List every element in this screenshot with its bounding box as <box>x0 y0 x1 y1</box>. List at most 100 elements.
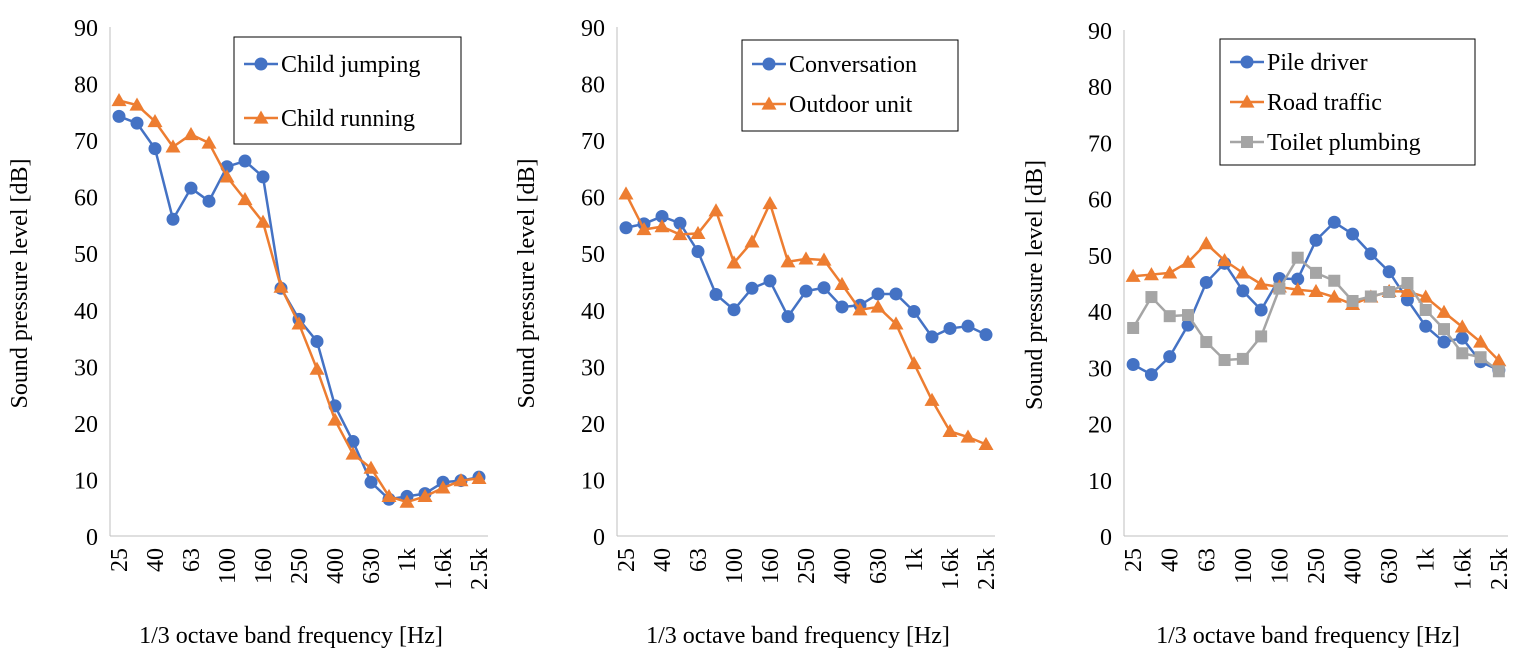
data-point <box>1346 227 1360 241</box>
data-point <box>709 288 723 302</box>
data-point <box>1328 274 1341 287</box>
data-point <box>1454 319 1470 333</box>
data-point <box>1401 277 1414 289</box>
x-tick-label: 400 <box>1341 548 1367 584</box>
data-point <box>148 142 162 156</box>
chart-panel-1: 0 10 20 30 40 50 60 70 80 90 25 40 63 100 160 250 400 630… <box>7 16 493 649</box>
data-point <box>762 195 778 210</box>
data-point <box>1235 265 1251 279</box>
data-point <box>1291 251 1304 264</box>
data-point <box>1455 331 1469 345</box>
x-axis-title: 1/3 octave band frequency [Hz] <box>646 623 950 649</box>
data-point <box>1456 347 1469 360</box>
data-point <box>1144 368 1158 382</box>
data-point <box>1180 254 1196 268</box>
x-tick-label: 100 <box>722 548 748 584</box>
data-point <box>1126 358 1140 372</box>
data-point <box>1309 233 1323 247</box>
data-point <box>745 281 759 295</box>
data-point <box>1291 272 1305 286</box>
x-tick-label: 25 <box>614 548 640 572</box>
series-conversation <box>619 209 993 344</box>
y-tick-label: 20 <box>74 412 98 438</box>
data-point <box>1436 304 1452 318</box>
legend-label: Child running <box>281 106 415 132</box>
legend-swatch-marker <box>1241 136 1253 148</box>
data-point <box>327 412 343 426</box>
data-point <box>1382 265 1396 279</box>
series-line <box>118 115 480 501</box>
data-point <box>799 284 813 298</box>
data-point <box>273 279 289 293</box>
y-tick-label: 0 <box>86 525 98 551</box>
chart-panel-2: 0 10 20 30 40 50 60 70 80 90 25 40 63 100 160 250 400 630… <box>514 16 1000 649</box>
x-tick-label: 160 <box>251 548 277 584</box>
x-tick-label: 2.5k <box>974 548 1000 590</box>
x-tick-label: 63 <box>686 548 712 572</box>
data-point <box>1492 365 1505 378</box>
data-point <box>147 113 163 128</box>
data-point <box>1327 215 1341 229</box>
data-point <box>255 214 271 228</box>
data-point <box>1491 353 1507 367</box>
data-point <box>1199 275 1213 289</box>
x-axis-title: 1/3 octave band frequency [Hz] <box>139 623 443 649</box>
data-point <box>1399 283 1415 298</box>
data-point <box>961 319 975 333</box>
y-tick-label: 90 <box>74 16 98 42</box>
data-point <box>691 245 705 259</box>
legend-swatch-marker <box>762 57 776 71</box>
data-point <box>888 316 904 330</box>
x-tick-label: 25 <box>107 548 133 572</box>
data-point <box>201 135 217 149</box>
series-pile-driver <box>1126 215 1506 382</box>
data-point <box>1163 350 1177 364</box>
data-point <box>1145 291 1158 304</box>
data-point <box>129 97 145 111</box>
x-tick-label: 630 <box>866 548 892 584</box>
data-point <box>942 423 958 437</box>
data-point <box>870 299 886 313</box>
y-tick-label: 30 <box>1088 356 1112 382</box>
data-point <box>1182 309 1194 322</box>
data-point <box>237 191 253 206</box>
data-point <box>363 460 379 474</box>
legend-label: Child jumping <box>281 52 420 78</box>
x-tick-label: 1.6k <box>938 548 964 590</box>
y-tick-label: 80 <box>1088 75 1112 101</box>
data-point <box>1364 290 1377 303</box>
x-tick-label: 2.5k <box>1487 548 1513 590</box>
x-tick-label: 40 <box>143 548 169 572</box>
data-point <box>1253 276 1269 290</box>
data-point <box>763 274 777 288</box>
y-tick-label: 90 <box>581 16 605 42</box>
legend: Child jumping Child running <box>233 36 462 145</box>
data-point <box>907 304 921 318</box>
x-axis-title: 1/3 octave band frequency [Hz] <box>1156 623 1460 649</box>
data-point <box>1125 268 1141 282</box>
data-point <box>726 255 742 269</box>
data-point <box>1473 334 1489 348</box>
data-point <box>219 169 235 183</box>
data-point <box>1218 354 1231 367</box>
data-point <box>345 446 361 460</box>
legend-swatch-marker <box>1239 94 1255 108</box>
y-tick-label: 50 <box>74 242 98 268</box>
data-point <box>708 203 724 217</box>
x-tick-label: 63 <box>1194 548 1220 572</box>
series-outdoor-unit <box>618 186 994 451</box>
data-point <box>781 310 795 324</box>
data-point <box>346 435 360 449</box>
legend: Conversation Outdoor unit <box>741 39 959 132</box>
data-point <box>309 361 325 375</box>
series-road-traffic <box>1125 236 1507 367</box>
data-point <box>1236 284 1250 298</box>
y-tick-label: 90 <box>1088 19 1112 45</box>
x-tick-label: 250 <box>287 548 313 584</box>
data-point <box>471 470 487 484</box>
legend-swatch-marker <box>253 110 269 124</box>
data-point <box>834 276 850 290</box>
y-tick-label: 30 <box>74 355 98 381</box>
data-point <box>618 186 634 200</box>
data-point <box>960 429 976 443</box>
